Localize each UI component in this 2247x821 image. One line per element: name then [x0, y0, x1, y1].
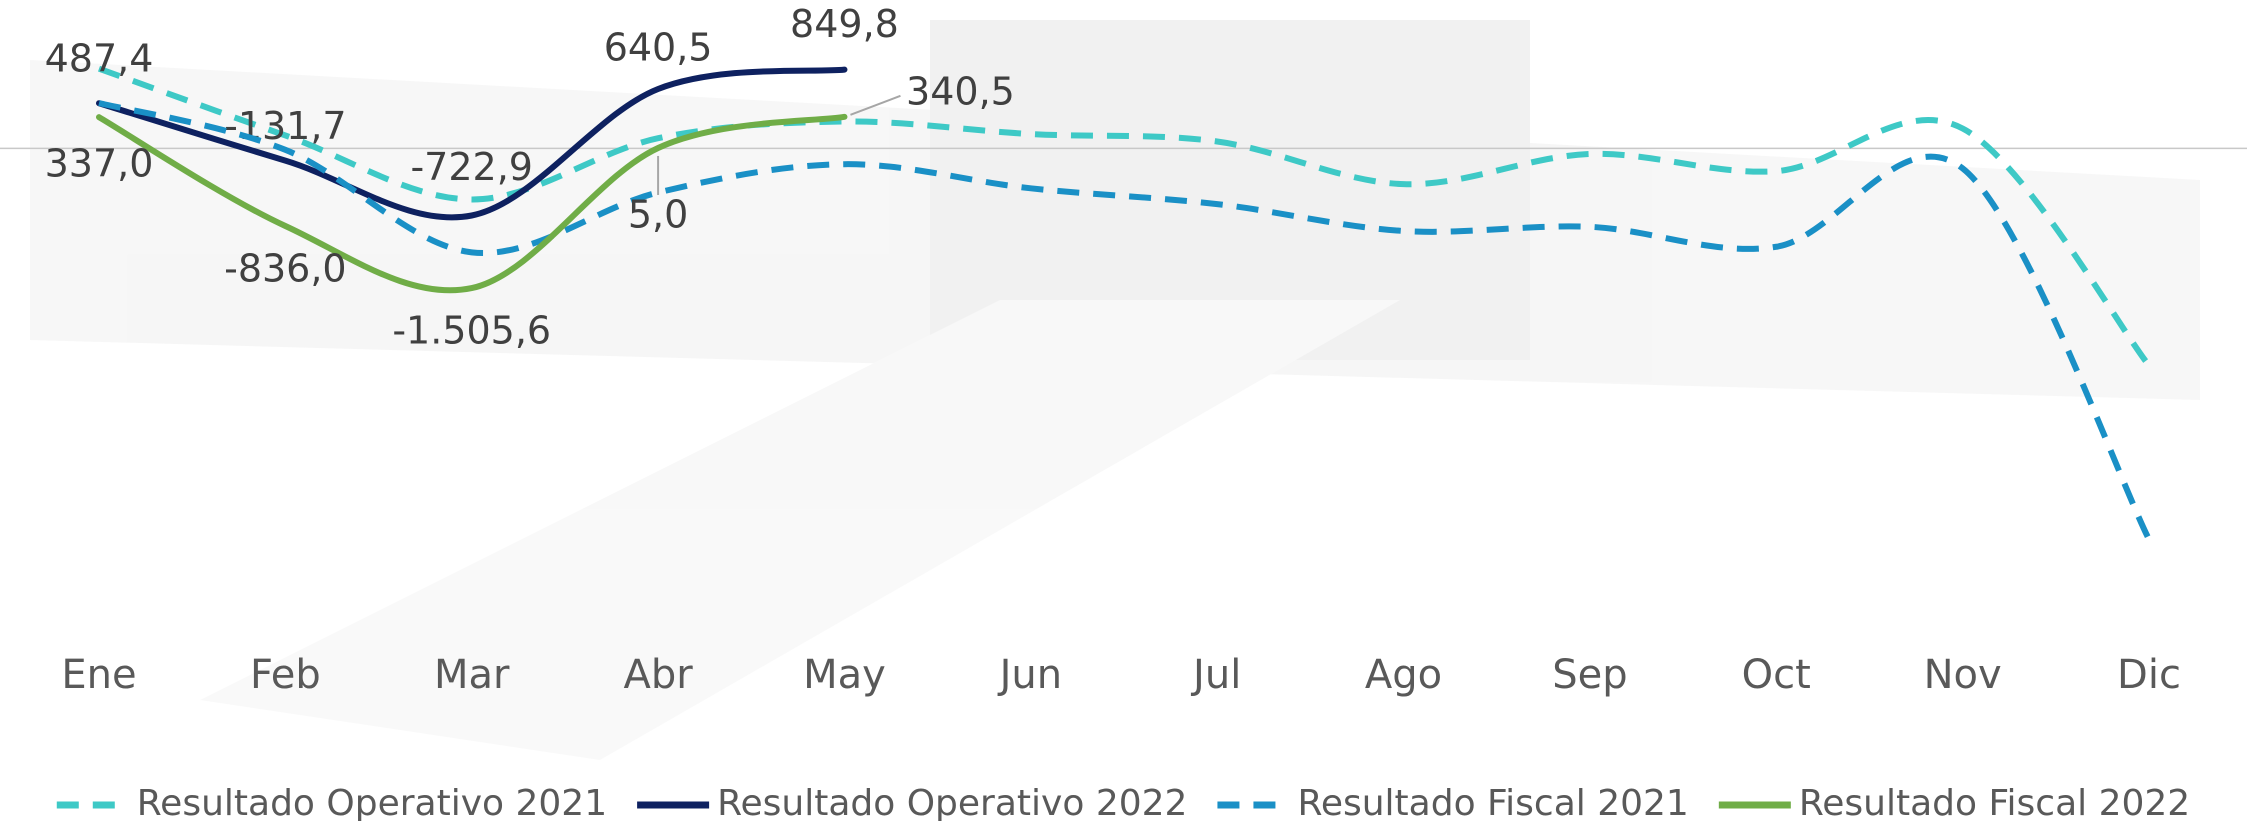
x-tick-label: Mar [434, 652, 510, 698]
legend-label: Resultado Fiscal 2022 [1799, 783, 2190, 821]
x-tick-label: Dic [2117, 652, 2181, 698]
legend-label: Resultado Operativo 2021 [137, 783, 607, 821]
x-tick-label: Ene [61, 652, 136, 698]
x-tick-label: Ago [1365, 652, 1442, 698]
background [30, 20, 2200, 760]
x-tick-label: Jul [1190, 652, 1241, 698]
chart: Ene Feb Mar Abr May Jun Jul Ago Sep Oct Nov Dic 487,… [0, 0, 2247, 821]
data-label: -722,9 [410, 145, 533, 189]
x-tick-label: Nov [1924, 652, 2002, 698]
data-label: 340,5 [906, 69, 1015, 113]
data-label: 849,8 [790, 2, 899, 46]
data-label: 487,4 [45, 37, 154, 81]
data-label: -836,0 [224, 246, 347, 290]
data-label: -1.505,6 [392, 309, 551, 353]
x-tick-label: Feb [250, 652, 321, 698]
x-tick-label: Abr [623, 652, 693, 698]
legend-label: Resultado Operativo 2022 [717, 783, 1187, 821]
legend-label: Resultado Fiscal 2021 [1297, 783, 1688, 821]
x-tick-label: Jun [997, 652, 1063, 698]
x-tick-label: May [803, 652, 886, 698]
x-tick-label: Oct [1742, 652, 1811, 698]
data-label: 5,0 [628, 192, 688, 236]
data-label: 640,5 [604, 26, 713, 70]
data-label: 337,0 [45, 142, 154, 186]
data-label: -131,7 [224, 104, 347, 148]
x-tick-label: Sep [1552, 652, 1627, 698]
